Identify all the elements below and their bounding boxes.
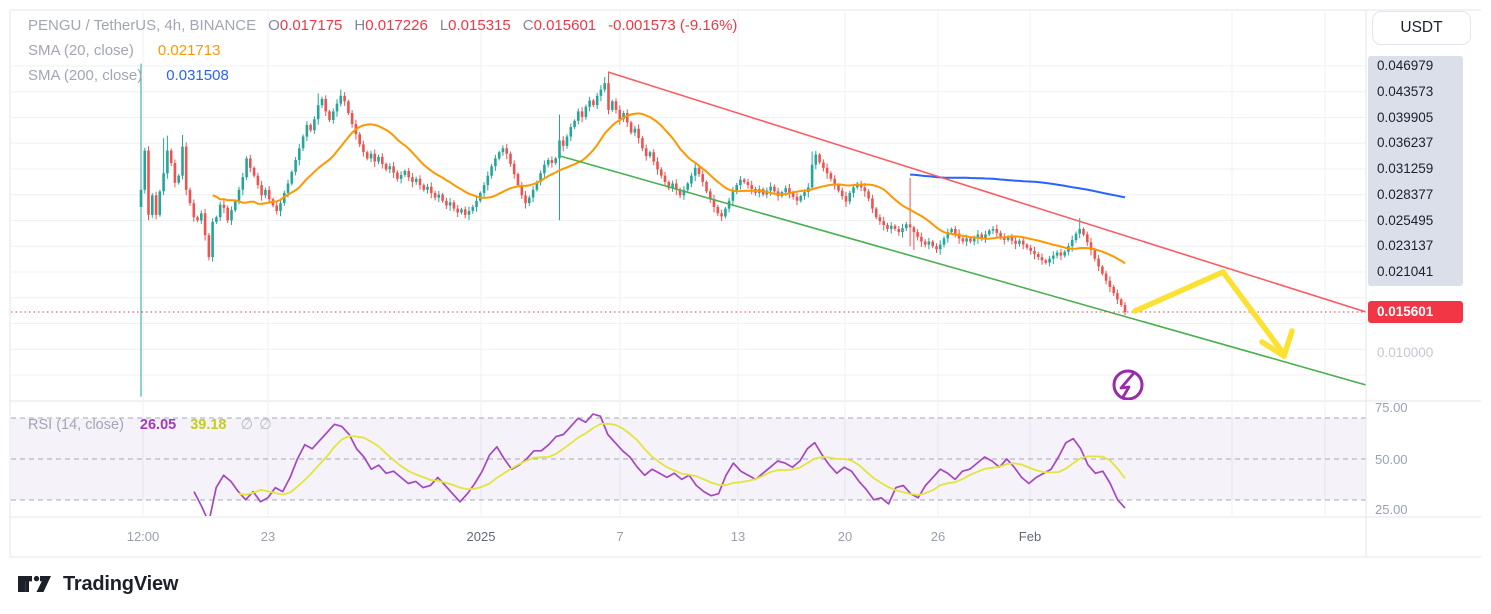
time-tick-label: 23 [260,529,276,544]
price-tick-label: 0.025495 [1377,212,1434,228]
sma20-line [212,112,1126,265]
last-price-badge: 0.015601 [1368,301,1463,323]
price-tick-label: 0.036237 [1377,135,1434,151]
sma200-line [910,173,1126,199]
rsi-line [193,413,1126,516]
pane-borders [9,9,1481,558]
overlay-indicators [212,112,1126,265]
rsi-tick-label: 25.00 [1375,502,1408,517]
price-tick-label: 0.021041 [1377,264,1434,279]
rsi-muted-value-icon: ∅ [259,417,272,433]
ohlc-values: O0.017175 H0.017226 L0.015315 C0.015601 [268,17,596,35]
descending-trendline-red [607,71,1366,313]
rsi-legend-row[interactable]: RSI (14, close) 26.05 39.18 ∅ ∅ [28,417,272,434]
rsi-muted-value-icon: ∅ [240,417,254,433]
tradingview-logo[interactable]: TradingView [17,571,178,597]
ohlc-value: O0.017175 [268,17,343,34]
sma20-label: SMA (20, close) [28,42,134,59]
symbol-title: PENGU / TetherUS, 4h, BINANCE [28,17,257,34]
rsi-series [193,413,1126,516]
grid-lines [11,11,1366,516]
rsi-band [11,417,1366,501]
price-low-label: 0.010000 [1377,345,1434,360]
rsi-label: RSI (14, close) [28,417,124,433]
sma20-legend-row[interactable]: SMA (20, close) 0.021713 [28,42,220,59]
currency-toggle-button[interactable]: USDT [1372,11,1471,45]
rsi-value: 26.05 [139,417,177,433]
rsi-ma-value: 39.18 [190,417,227,433]
rsi-tick-label: 75.00 [1375,400,1408,415]
tradingview-logo-icon [18,575,51,592]
time-tick-label: 12:00 [126,529,160,544]
sma20-value: 0.021713 [157,42,221,59]
lightning-bolt-icon [1112,369,1144,400]
descending-trendline-green [559,155,1366,386]
price-tick-label: 0.046979 [1377,58,1434,73]
time-tick-label: 20 [837,529,853,544]
sma200-value: 0.031508 [166,67,229,84]
ohlc-value: C0.015601 [522,17,597,34]
tradingview-logo-text: TradingView [63,572,179,595]
rsi-tick-label: 50.00 [1375,451,1408,467]
price-ticks-highlight-box [1368,56,1463,286]
rsi-ma-line [238,422,1126,497]
time-tick-label: 7 [616,529,624,544]
price-change: -0.001573 (-9.16%) [608,17,738,34]
ohlc-value: L0.015315 [439,17,511,34]
time-tick-label: Feb [1018,529,1042,544]
time-tick-label: 2025 [466,529,496,544]
user-drawings[interactable] [11,71,1366,400]
sma200-legend-row[interactable]: SMA (200, close) 0.031508 [28,67,229,84]
time-tick-label: 26 [930,529,946,544]
price-tick-label: 0.028377 [1377,186,1434,202]
price-tick-label: 0.043573 [1377,83,1434,99]
ohlc-value: H0.017226 [354,17,428,34]
price-tick-label: 0.023137 [1377,238,1434,254]
chart-legend-row[interactable]: PENGU / TetherUS, 4h, BINANCE O0.017175 H… [28,17,737,35]
sma200-label: SMA (200, close) [28,67,143,84]
time-tick-label: 13 [730,529,746,544]
price-tick-label: 0.039905 [1377,109,1434,125]
candlestick-series[interactable] [139,63,1127,397]
price-tick-label: 0.031259 [1377,161,1434,176]
